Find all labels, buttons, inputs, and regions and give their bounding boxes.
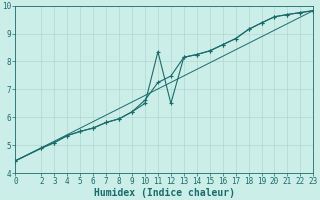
X-axis label: Humidex (Indice chaleur): Humidex (Indice chaleur) bbox=[94, 188, 235, 198]
